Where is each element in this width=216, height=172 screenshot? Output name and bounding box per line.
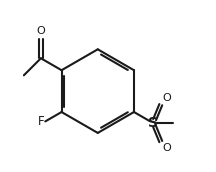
Text: O: O [162,93,171,103]
Text: O: O [162,143,171,153]
Text: S: S [148,116,158,130]
Text: F: F [38,115,44,128]
Text: O: O [37,26,45,36]
